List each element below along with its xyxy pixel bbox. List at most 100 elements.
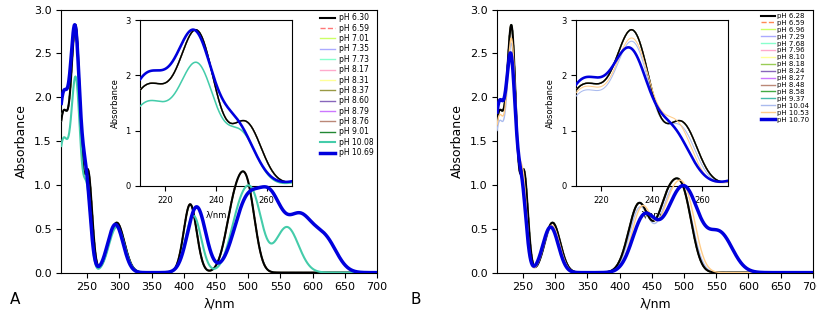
pH 6.59 xyxy=(56,119,66,123)
pH 7.35 xyxy=(229,189,239,193)
X-axis label: λ/nm: λ/nm xyxy=(203,298,235,311)
pH 6.59 xyxy=(599,270,609,274)
pH 6.96 xyxy=(534,259,544,263)
Line: pH 10.04: pH 10.04 xyxy=(497,43,813,273)
pH 6.59 xyxy=(507,23,516,27)
Text: B: B xyxy=(411,292,422,307)
pH 8.60 xyxy=(222,221,232,224)
pH 8.24 xyxy=(507,23,516,27)
pH 7.29 xyxy=(507,23,516,27)
pH 8.60 xyxy=(56,119,66,123)
Line: pH 8.10: pH 8.10 xyxy=(497,25,813,273)
pH 9.37 xyxy=(659,198,668,202)
Line: pH 10.69: pH 10.69 xyxy=(61,25,377,273)
pH 8.37 xyxy=(229,189,239,193)
pH 8.27 xyxy=(507,23,516,27)
pH 8.58 xyxy=(507,23,516,27)
pH 6.28 xyxy=(629,208,639,212)
pH 9.37 xyxy=(665,183,675,186)
pH 7.73 xyxy=(99,259,109,263)
Line: pH 6.28: pH 6.28 xyxy=(497,25,813,273)
pH 8.10 xyxy=(507,23,516,27)
pH 8.37 xyxy=(70,23,80,27)
pH 8.24 xyxy=(599,270,609,274)
pH 8.31 xyxy=(70,23,80,27)
pH 6.96 xyxy=(629,208,639,212)
pH 8.37 xyxy=(99,259,109,263)
pH 8.27 xyxy=(534,259,544,263)
Line: pH 9.37: pH 9.37 xyxy=(497,25,813,273)
pH 8.79 xyxy=(70,23,80,27)
pH 8.24 xyxy=(492,119,502,123)
pH 6.96 xyxy=(808,271,817,275)
pH 8.31 xyxy=(163,270,173,274)
pH 8.17 xyxy=(163,270,173,274)
pH 6.96 xyxy=(546,222,556,226)
Line: pH 6.59: pH 6.59 xyxy=(61,25,377,273)
pH 7.29 xyxy=(492,119,502,123)
pH 10.04 xyxy=(507,41,516,45)
pH 9.01 xyxy=(56,119,66,123)
pH 6.30 xyxy=(99,259,109,263)
pH 7.96 xyxy=(534,259,544,263)
pH 10.53 xyxy=(507,36,516,40)
pH 10.04 xyxy=(492,129,502,133)
pH 7.73 xyxy=(109,222,119,226)
Line: pH 7.96: pH 7.96 xyxy=(497,25,813,273)
pH 10.04 xyxy=(659,206,668,210)
pH 10.69 xyxy=(69,23,79,27)
pH 10.70 xyxy=(659,215,668,218)
pH 8.27 xyxy=(546,222,556,226)
pH 8.18 xyxy=(808,271,817,275)
pH 10.04 xyxy=(534,260,544,264)
pH 8.10 xyxy=(808,271,817,275)
pH 6.28 xyxy=(659,198,668,202)
pH 8.10 xyxy=(665,183,675,186)
pH 8.76 xyxy=(109,222,119,226)
pH 10.70 xyxy=(808,271,817,275)
pH 7.68 xyxy=(629,208,639,212)
pH 10.08 xyxy=(56,144,66,148)
pH 7.35 xyxy=(163,270,173,274)
pH 7.68 xyxy=(492,119,502,123)
pH 7.68 xyxy=(534,259,544,263)
pH 8.79 xyxy=(99,259,109,263)
Line: pH 8.60: pH 8.60 xyxy=(61,25,377,273)
pH 8.24 xyxy=(534,259,544,263)
pH 8.58 xyxy=(534,259,544,263)
pH 10.69 xyxy=(148,271,158,275)
pH 8.48 xyxy=(808,271,817,275)
pH 8.24 xyxy=(808,271,817,275)
pH 7.68 xyxy=(659,198,668,202)
pH 8.18 xyxy=(492,119,502,123)
pH 8.76 xyxy=(56,119,66,123)
pH 7.35 xyxy=(373,271,382,275)
pH 6.96 xyxy=(659,198,668,202)
Line: pH 8.17: pH 8.17 xyxy=(61,25,377,273)
pH 7.35 xyxy=(99,259,109,263)
pH 7.29 xyxy=(546,222,556,226)
pH 8.24 xyxy=(665,183,675,186)
pH 7.01 xyxy=(109,222,119,226)
pH 8.17 xyxy=(194,241,203,245)
pH 10.04 xyxy=(546,226,556,230)
pH 10.08 xyxy=(194,225,203,229)
pH 8.24 xyxy=(546,222,556,226)
pH 10.70 xyxy=(492,110,502,114)
pH 7.29 xyxy=(534,259,544,263)
pH 8.48 xyxy=(665,183,675,186)
pH 8.18 xyxy=(546,222,556,226)
pH 8.31 xyxy=(229,189,239,193)
pH 6.59 xyxy=(659,198,668,202)
pH 10.08 xyxy=(222,243,232,247)
pH 7.01 xyxy=(373,271,382,275)
pH 10.53 xyxy=(808,271,817,275)
pH 8.18 xyxy=(507,23,516,27)
pH 7.35 xyxy=(222,221,232,224)
Line: pH 8.76: pH 8.76 xyxy=(61,25,377,273)
pH 8.60 xyxy=(373,271,382,275)
pH 8.27 xyxy=(665,183,675,186)
pH 7.73 xyxy=(222,221,232,224)
pH 6.59 xyxy=(194,241,203,245)
Text: A: A xyxy=(10,292,20,307)
